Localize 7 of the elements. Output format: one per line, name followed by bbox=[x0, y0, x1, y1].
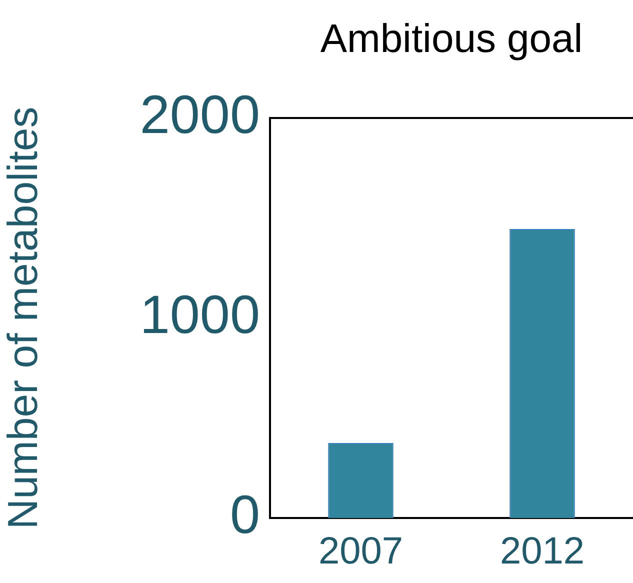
y-tick-label: 2000 bbox=[140, 84, 260, 145]
x-tick-label: 2007 bbox=[318, 530, 404, 572]
y-tick-label: 1000 bbox=[140, 284, 260, 345]
y-tick-label: 0 bbox=[230, 484, 260, 545]
chart-title: Ambitious goal bbox=[320, 17, 583, 61]
y-axis-title: Number of metabolites bbox=[0, 106, 46, 530]
x-tick-label: 2012 bbox=[500, 530, 585, 572]
